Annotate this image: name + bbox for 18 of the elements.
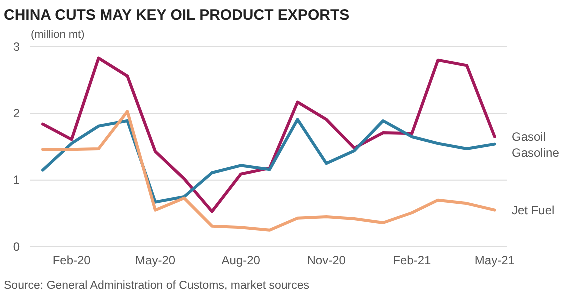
y-tick-label: 1: [13, 173, 20, 188]
series-label: Jet Fuel: [512, 203, 555, 218]
x-tick-label: May-20: [136, 254, 176, 268]
y-tick-label: 3: [13, 40, 20, 54]
chart-title: CHINA CUTS MAY KEY OIL PRODUCT EXPORTS: [4, 7, 350, 24]
x-tick-label: Feb-21: [393, 254, 432, 268]
y-axis-title: (million mt): [31, 29, 85, 41]
y-tick-label: 2: [13, 106, 20, 121]
x-tick-label: Feb-20: [52, 254, 92, 268]
x-tick-label: Aug-20: [222, 254, 261, 268]
x-tick-label: Nov-20: [307, 254, 346, 268]
y-tick-label: 0: [13, 240, 20, 254]
series-label: Gasoline: [512, 146, 560, 160]
x-tick-label: May-21: [474, 254, 516, 268]
series-label: Gasoil: [512, 130, 546, 144]
line-series: [42, 56, 496, 214]
source-note: Source: General Administration of Customs, market sources: [4, 280, 310, 292]
line-series: [42, 110, 496, 232]
